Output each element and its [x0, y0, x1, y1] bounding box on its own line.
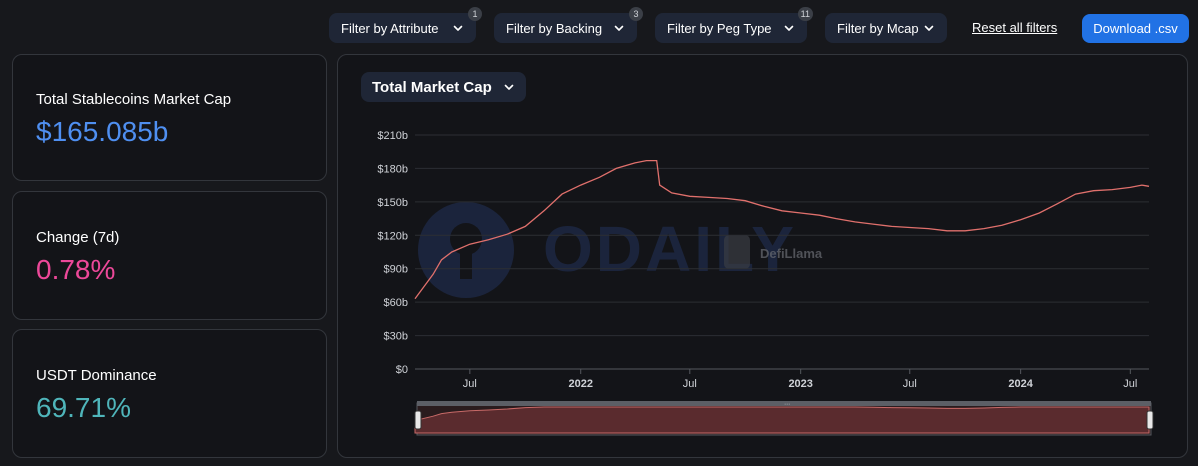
filter-backing-button[interactable]: Filter by Backing 3 [494, 7, 643, 43]
chevron-down-icon [504, 84, 514, 90]
chart-panel: Total Market Cap ODAILY DefiLlama $0 $30b… [337, 54, 1188, 458]
total-market-cap-card: Total Stablecoins Market Cap $165.085b [12, 54, 327, 181]
usdt-dominance-label: USDT Dominance [36, 367, 157, 384]
x-tick-label: Jul [903, 378, 917, 390]
filter-mcap-button[interactable]: Filter by Mcap [825, 13, 947, 43]
odaily-watermark: ODAILY [418, 202, 797, 298]
filter-peg-type-label: Filter by Peg Type [667, 20, 772, 36]
change-7d-card: Change (7d) 0.78% [12, 191, 327, 320]
filter-attribute-label: Filter by Attribute [341, 20, 439, 36]
defillama-watermark-text: DefiLlama [760, 246, 823, 261]
filter-attribute-button[interactable]: Filter by Attribute 1 [329, 7, 482, 43]
y-tick-label: $30b [384, 331, 408, 343]
range-slider[interactable]: ⋯ [414, 401, 1154, 436]
market-cap-series-line [414, 159, 1150, 300]
filter-mcap-label: Filter by Mcap [837, 20, 919, 36]
chart-type-selector-label: Total Market Cap [372, 78, 492, 96]
x-tick-label: Jul [463, 378, 477, 390]
change-7d-value: 0.78% [36, 254, 116, 285]
chevron-down-icon [784, 25, 794, 31]
y-tick-label: $90b [384, 264, 408, 276]
range-slider-grip-icon: ⋯ [784, 402, 790, 408]
range-slider-right-handle[interactable] [1146, 410, 1154, 430]
x-tick-label: Jul [1123, 378, 1137, 390]
x-tick-label: Jul [683, 378, 697, 390]
y-tick-label: $120b [377, 230, 408, 242]
filter-backing-label: Filter by Backing [506, 20, 603, 36]
filter-backing-count-badge: 3 [629, 7, 643, 21]
x-tick-label: 2023 [788, 378, 812, 390]
chevron-down-icon [924, 25, 934, 31]
market-cap-line-chart[interactable]: ODAILY DefiLlama $0 $30b $60b $90b $120b $150… [338, 55, 1187, 457]
filter-peg-type-button[interactable]: Filter by Peg Type 11 [655, 7, 813, 43]
llama-logo-icon [724, 235, 750, 269]
y-tick-label: $0 [396, 364, 408, 376]
range-slider-top-bar[interactable] [417, 401, 1151, 406]
chevron-down-icon [453, 25, 463, 31]
x-tick-label: 2024 [1008, 378, 1033, 390]
filter-peg-type-count-badge: 11 [797, 7, 813, 21]
chart-type-selector[interactable]: Total Market Cap [361, 72, 526, 102]
chevron-down-icon [614, 25, 624, 31]
change-7d-label: Change (7d) [36, 229, 120, 246]
download-csv-button[interactable]: Download .csv [1082, 14, 1189, 43]
x-tick-label: 2022 [568, 378, 592, 390]
y-tick-label: $210b [377, 130, 408, 142]
total-market-cap-value: $165.085b [36, 116, 169, 147]
odaily-watermark-text: ODAILY [543, 213, 797, 285]
defillama-watermark: DefiLlama [724, 235, 823, 269]
range-slider-preview-area [414, 406, 1150, 434]
y-tick-label: $180b [377, 163, 408, 175]
y-tick-label: $150b [377, 197, 408, 209]
range-slider-left-handle[interactable] [414, 410, 422, 430]
usdt-dominance-card: USDT Dominance 69.71% [12, 329, 327, 458]
usdt-dominance-value: 69.71% [36, 392, 131, 423]
y-tick-label: $60b [384, 297, 408, 309]
total-market-cap-label: Total Stablecoins Market Cap [36, 91, 232, 108]
filter-attribute-count-badge: 1 [468, 7, 482, 21]
reset-filters-link[interactable]: Reset all filters [972, 20, 1058, 35]
